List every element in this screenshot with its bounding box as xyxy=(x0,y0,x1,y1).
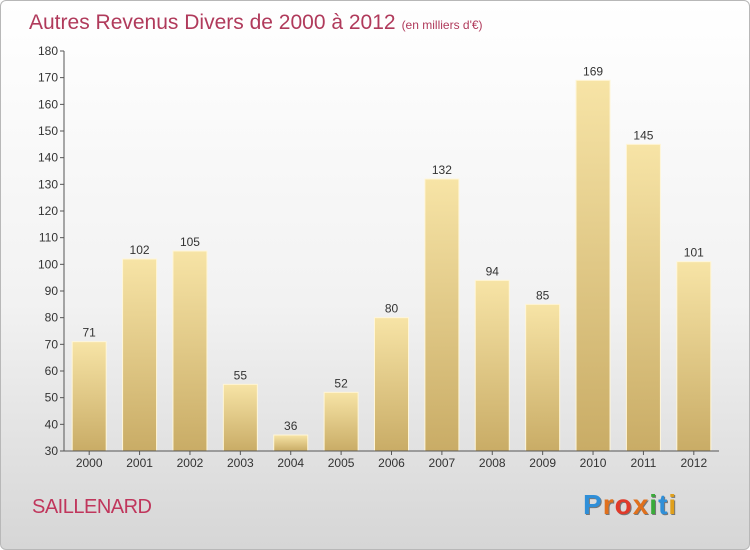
chart-title: Autres Revenus Divers de 2000 à 2012 (en … xyxy=(29,11,483,35)
data-label: 105 xyxy=(180,235,200,249)
data-label: 169 xyxy=(583,64,603,78)
data-label: 102 xyxy=(130,243,150,257)
x-tick-label: 2012 xyxy=(680,456,707,470)
commune-name: SAILLENARD xyxy=(32,496,152,518)
bar-2000 xyxy=(71,341,107,452)
y-tick-label: 90 xyxy=(45,284,59,298)
data-label: 71 xyxy=(83,326,97,340)
x-tick-label: 2008 xyxy=(479,456,506,470)
y-tick-label: 60 xyxy=(45,364,59,378)
bar-2002 xyxy=(172,250,208,452)
y-axis: 30 40 50 60 70 80 90 100 110 120 130 140 150 160 170 18… xyxy=(38,44,65,458)
x-tick-label: 2004 xyxy=(277,456,304,470)
bar-2011 xyxy=(625,143,661,452)
data-label: 36 xyxy=(284,419,298,433)
data-label: 80 xyxy=(385,302,399,316)
x-axis: 2000 2001 2002 2003 2004 2005 2006 2007 2008 2009… xyxy=(64,450,719,470)
bar-2006 xyxy=(374,317,409,452)
data-label: 52 xyxy=(334,376,348,390)
y-tick-label: 110 xyxy=(39,231,58,245)
y-tick-label: 50 xyxy=(45,391,59,405)
y-tick-label: 180 xyxy=(38,44,58,58)
bar-2005 xyxy=(323,391,359,452)
logo-letter: i xyxy=(668,489,678,520)
x-tick-label: 2005 xyxy=(328,456,355,470)
x-tick-label: 2002 xyxy=(177,456,204,470)
x-tick-label: 2003 xyxy=(227,456,254,470)
title-text: Autres Revenus Divers de 2000 à 2012 xyxy=(29,11,396,34)
logo-letter: P xyxy=(583,489,603,520)
y-tick-label: 160 xyxy=(38,97,58,111)
bar-2010 xyxy=(575,79,611,452)
title-unit: (en milliers d'€) xyxy=(401,18,483,32)
x-tick-label: 2000 xyxy=(76,456,103,470)
y-tick-label: 170 xyxy=(38,71,58,85)
y-tick-label: 140 xyxy=(38,151,58,165)
logo-letter: r xyxy=(602,489,615,520)
bar-2003 xyxy=(222,383,258,452)
y-tick-label: 100 xyxy=(38,257,58,271)
bar-2007 xyxy=(424,178,460,452)
x-tick-label: 2006 xyxy=(378,456,405,470)
proxiti-logo: Proxiti xyxy=(583,489,677,521)
bar-2012 xyxy=(676,261,712,452)
y-tick-label: 80 xyxy=(45,311,59,325)
bar-2008 xyxy=(474,279,510,452)
logo-letter: o xyxy=(614,489,633,520)
data-label: 132 xyxy=(432,163,452,177)
logo-letter: i xyxy=(649,489,659,520)
logo-letter: x xyxy=(632,489,650,520)
y-tick-label: 120 xyxy=(38,204,58,218)
x-tick-label: 2010 xyxy=(580,456,607,470)
y-tick-label: 70 xyxy=(45,337,59,351)
bar-2001 xyxy=(122,258,158,452)
data-label: 85 xyxy=(536,288,550,302)
bars: 71 102 105 55 36 52 80 132 94 85 169 145 101 xyxy=(71,64,712,452)
y-tick-label: 40 xyxy=(45,417,59,431)
bar-2009 xyxy=(525,303,561,452)
x-tick-label: 2009 xyxy=(529,456,556,470)
bar-2004 xyxy=(273,434,309,452)
data-label: 94 xyxy=(486,264,500,278)
x-tick-label: 2001 xyxy=(126,456,153,470)
data-label: 145 xyxy=(633,128,653,142)
logo-letter: t xyxy=(658,489,669,520)
x-tick-label: 2011 xyxy=(631,456,657,470)
y-tick-label: 150 xyxy=(38,124,58,138)
y-tick-label: 130 xyxy=(38,177,58,191)
x-tick-label: 2007 xyxy=(429,456,456,470)
data-label: 55 xyxy=(234,368,248,382)
y-tick-label: 30 xyxy=(45,444,59,458)
data-label: 101 xyxy=(684,246,704,260)
